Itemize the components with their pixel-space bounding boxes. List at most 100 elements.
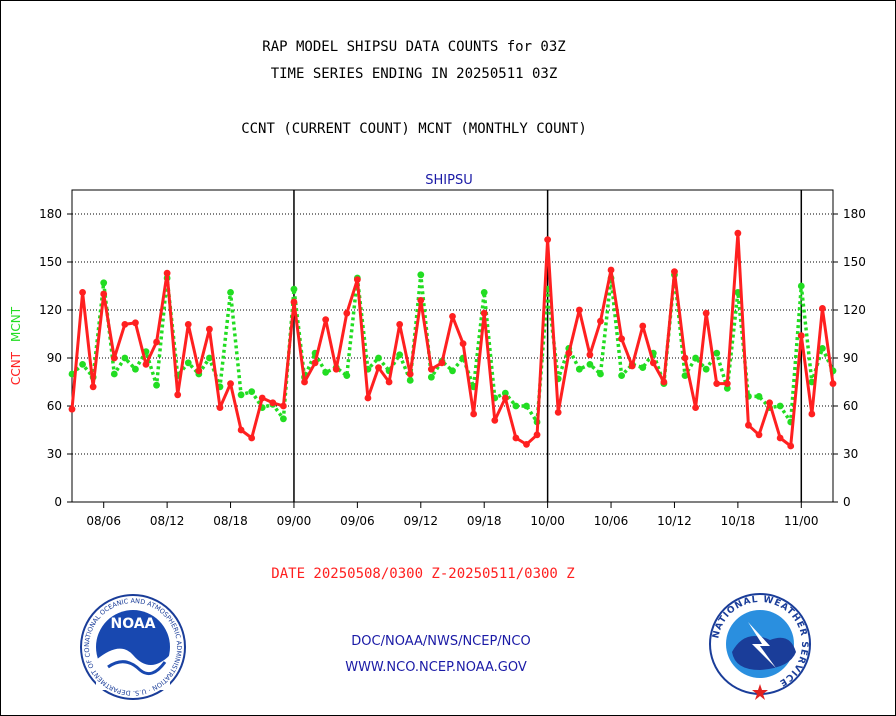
data-point <box>523 402 530 410</box>
data-point <box>819 345 826 352</box>
data-point <box>723 380 731 387</box>
y-tick-label: 90 <box>843 351 858 365</box>
data-point <box>501 389 509 397</box>
data-point <box>639 322 647 330</box>
ccnt-axis-label: CCNT <box>9 351 23 385</box>
x-tick-label: 10/18 <box>721 514 756 528</box>
data-point <box>829 380 837 387</box>
data-point <box>776 434 784 442</box>
y-tick-label: 60 <box>47 399 62 413</box>
data-point <box>628 362 636 370</box>
y-tick-label: 0 <box>843 495 851 509</box>
data-point <box>427 365 435 373</box>
data-point <box>755 431 763 439</box>
data-point <box>206 354 213 362</box>
y-tick-label: 180 <box>843 207 866 221</box>
data-point <box>575 306 583 314</box>
data-point <box>808 410 816 418</box>
data-point <box>745 421 752 429</box>
data-point <box>79 361 86 368</box>
data-point <box>449 367 456 375</box>
mcnt-series <box>68 271 837 426</box>
nws-logo: NATIONAL WEATHER SERVICE <box>709 593 811 700</box>
ccnt-series <box>68 229 837 450</box>
y-tick-label: 60 <box>843 399 858 413</box>
y-tick-label: 150 <box>843 255 866 269</box>
data-point <box>353 276 361 283</box>
x-tick-label: 11/00 <box>784 514 819 528</box>
data-point <box>153 338 160 346</box>
svg-text:CCNTMCNT: CCNT MCNT <box>9 306 23 385</box>
data-point <box>692 354 699 362</box>
data-point <box>385 378 393 386</box>
data-point <box>237 391 245 399</box>
data-point <box>766 399 773 407</box>
chart-title-line1: RAP MODEL SHIPSU DATA COUNTS for 03Z <box>262 39 565 55</box>
x-tick-label: 10/12 <box>657 514 692 528</box>
data-point <box>110 370 118 378</box>
data-point <box>396 321 404 328</box>
x-tick-label: 09/18 <box>467 514 502 528</box>
mcnt-axis-label: MCNT <box>9 306 23 342</box>
data-point <box>491 417 499 424</box>
y-tick-label: 30 <box>47 447 62 461</box>
data-point <box>470 410 478 418</box>
data-point <box>89 383 97 391</box>
data-point <box>702 365 710 373</box>
data-point <box>523 441 530 448</box>
data-point <box>248 388 256 395</box>
data-point <box>132 365 139 373</box>
data-point <box>776 402 784 410</box>
org-line: DOC/NOAA/NWS/NCEP/NCO <box>351 634 530 649</box>
y-tick-label: 120 <box>39 303 62 317</box>
data-point <box>322 316 330 323</box>
data-point <box>322 369 330 376</box>
data-point <box>702 309 710 317</box>
data-point <box>819 305 826 312</box>
data-point <box>269 399 277 407</box>
data-point <box>343 372 351 379</box>
gridlines <box>72 213 833 455</box>
data-point <box>290 298 298 306</box>
data-point <box>364 394 372 402</box>
data-point <box>417 297 425 304</box>
data-point <box>575 365 583 373</box>
y-axis-label: CCNT MCNT <box>9 306 23 385</box>
data-point <box>607 266 615 274</box>
x-tick-label: 10/00 <box>530 514 565 528</box>
star-icon <box>752 684 768 700</box>
noaa-logo: NOAA NATIONAL OCEANIC AND ATMOSPHERIC AD… <box>0 0 186 700</box>
data-point <box>216 404 224 411</box>
data-point <box>258 394 266 402</box>
data-point <box>660 378 668 386</box>
data-point <box>480 289 488 296</box>
data-point <box>237 426 245 434</box>
y-tick-label: 90 <box>47 351 62 365</box>
data-point <box>692 404 699 411</box>
data-point <box>79 289 86 296</box>
x-tick-labels: 08/06 08/12 08/18 09/00 09/06 09/12 09/18 10/00… <box>86 502 819 528</box>
data-point <box>121 321 129 328</box>
data-point <box>375 354 382 362</box>
data-point <box>544 236 552 244</box>
y-tick-labels: 0 0 30 30 60 60 90 90 120 120 150 150 180 180 <box>39 207 866 509</box>
noaa-ring-text: NATIONAL OCEANIC AND ATMOSPHERIC ADMINIS… <box>0 0 183 697</box>
date-range: DATE 20250508/0300 Z-20250511/0300 Z <box>271 566 574 582</box>
x-tick-label: 09/00 <box>277 514 312 528</box>
data-point <box>184 359 192 367</box>
data-point <box>734 229 742 237</box>
data-point <box>755 393 763 400</box>
data-point <box>554 409 562 416</box>
data-point <box>153 381 160 389</box>
data-point <box>248 434 256 442</box>
x-tick-label: 10/06 <box>594 514 629 528</box>
data-point <box>586 351 594 359</box>
data-point <box>206 325 213 333</box>
plot-border <box>71 189 834 503</box>
data-point <box>787 442 795 450</box>
plot-title: SHIPSU <box>425 173 472 188</box>
data-point <box>227 289 234 296</box>
data-point <box>586 361 594 368</box>
y-tick-label: 120 <box>843 303 866 317</box>
data-point <box>797 332 805 339</box>
